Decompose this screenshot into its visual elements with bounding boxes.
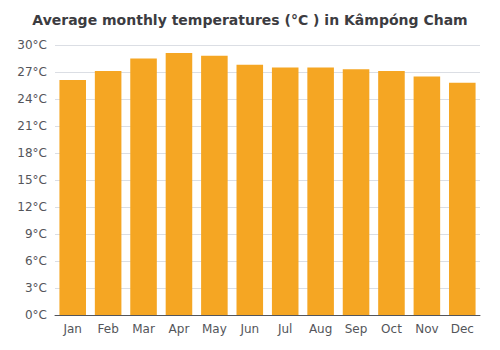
svg-text:21°C: 21°C [17,119,47,133]
svg-text:Apr: Apr [169,322,190,336]
svg-text:0°C: 0°C [25,308,47,322]
svg-text:6°C: 6°C [25,254,47,268]
svg-text:Sep: Sep [345,322,368,336]
svg-text:Jun: Jun [239,322,259,336]
svg-text:Aug: Aug [309,322,332,336]
svg-text:30°C: 30°C [17,38,47,52]
svg-text:9°C: 9°C [25,227,47,241]
svg-text:Jul: Jul [277,322,292,336]
svg-text:Jan: Jan [62,322,82,336]
svg-text:15°C: 15°C [17,173,47,187]
svg-text:27°C: 27°C [17,65,47,79]
svg-text:Dec: Dec [451,322,474,336]
svg-text:May: May [202,322,227,336]
svg-text:3°C: 3°C [25,281,47,295]
svg-text:Mar: Mar [132,322,155,336]
svg-text:12°C: 12°C [17,200,47,214]
svg-text:Average monthly temperatures (: Average monthly temperatures (°C ) in Kâ… [32,12,467,28]
svg-text:18°C: 18°C [17,146,47,160]
svg-text:24°C: 24°C [17,92,47,106]
svg-text:Feb: Feb [98,322,119,336]
svg-text:Nov: Nov [415,322,438,336]
svg-text:Oct: Oct [381,322,402,336]
